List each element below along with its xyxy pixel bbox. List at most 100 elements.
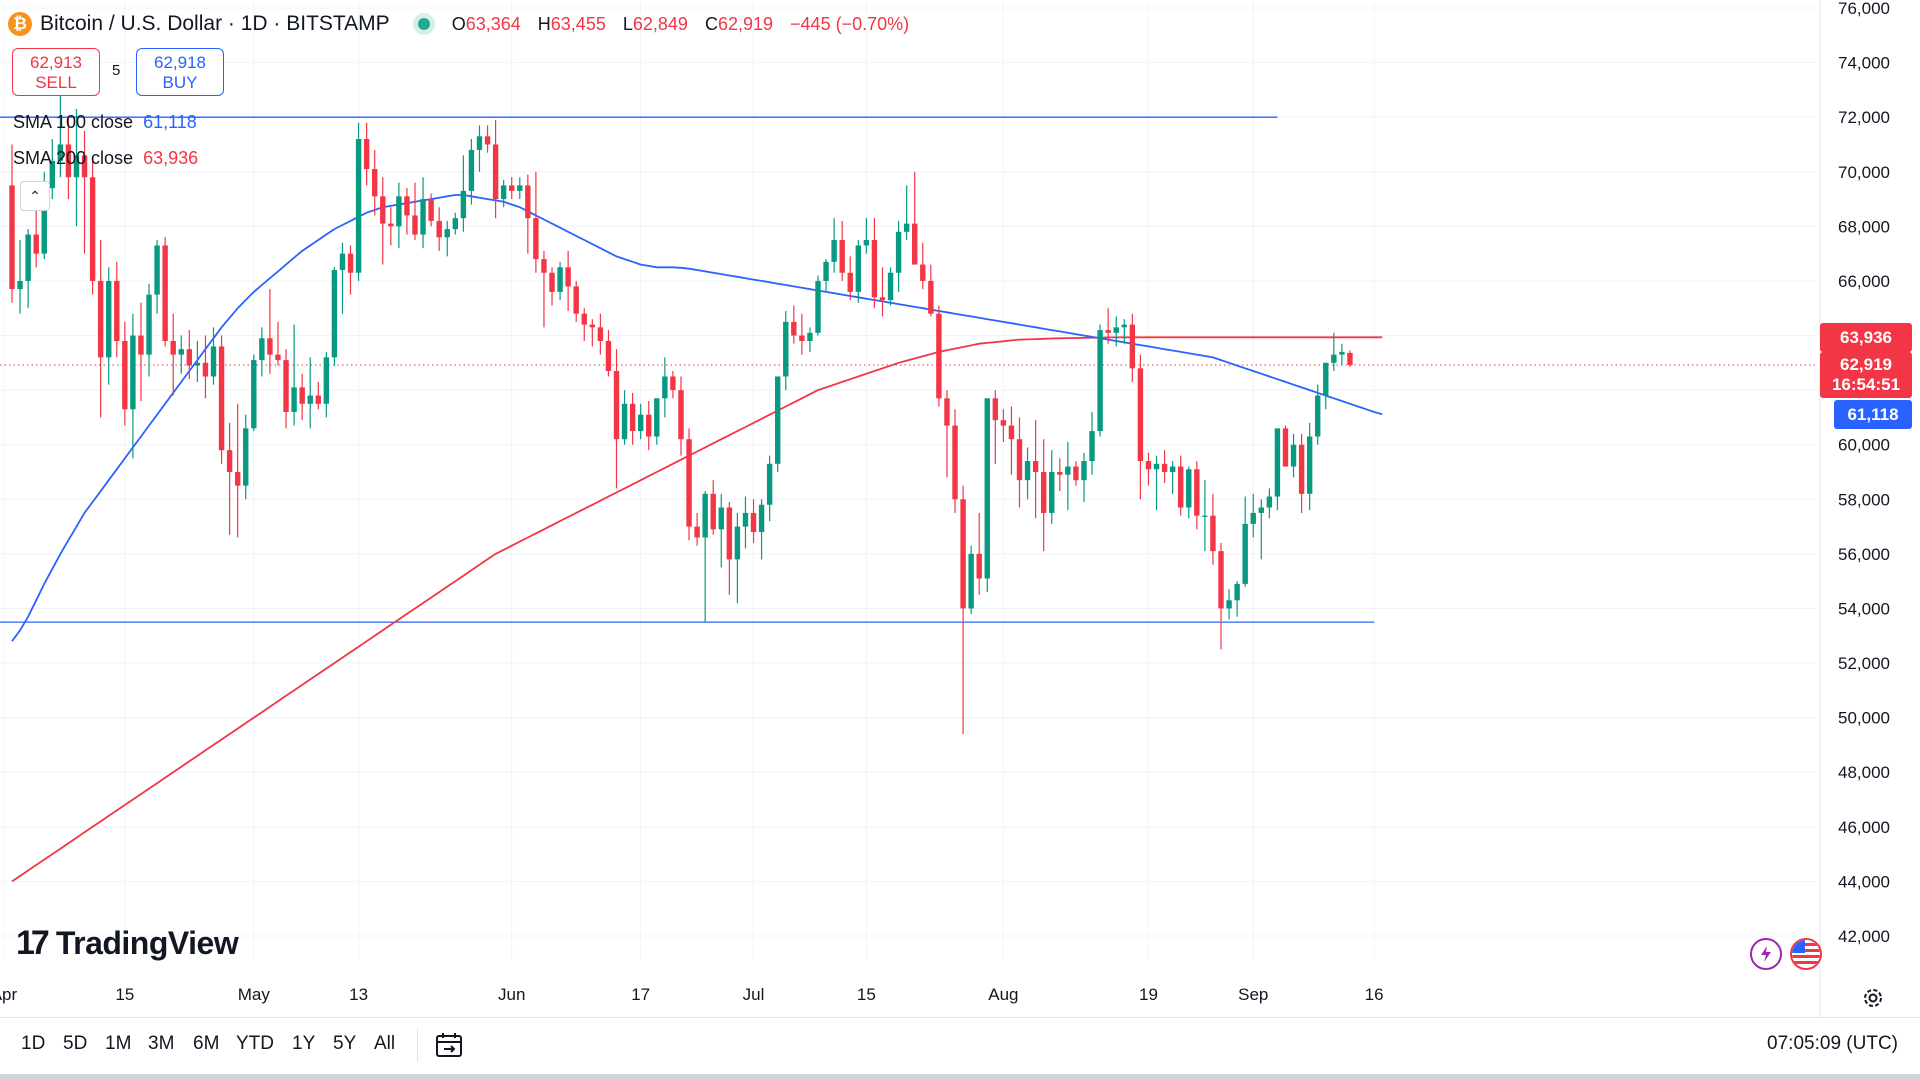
symbol-title[interactable]: Bitcoin / U.S. Dollar · 1D · BITSTAMP bbox=[40, 12, 390, 35]
candle bbox=[283, 349, 289, 429]
candle-body bbox=[637, 414, 644, 432]
candle bbox=[178, 335, 184, 374]
candle-body bbox=[1186, 469, 1192, 508]
indicator-value: 61,118 bbox=[143, 112, 197, 132]
lightning-icon-glyph bbox=[1761, 946, 1771, 962]
candle-body bbox=[291, 387, 297, 412]
candle-body bbox=[267, 338, 273, 355]
candle bbox=[1218, 542, 1224, 650]
collapse-legend-button[interactable]: ⌃ bbox=[20, 181, 50, 211]
candle bbox=[718, 493, 724, 568]
candle-body bbox=[758, 504, 765, 533]
buy-button[interactable]: 62,918 BUY bbox=[136, 48, 224, 96]
range-button-1d[interactable]: 1D bbox=[21, 1033, 46, 1054]
range-button-1m[interactable]: 1M bbox=[105, 1033, 132, 1054]
candle bbox=[637, 403, 644, 440]
us-flag-icon[interactable] bbox=[1790, 938, 1822, 970]
range-button-5d[interactable]: 5D bbox=[63, 1033, 88, 1054]
symbol-header[interactable]: ₿ Bitcoin / U.S. Dollar · 1D · BITSTAMP … bbox=[8, 10, 921, 38]
candle-body bbox=[549, 272, 555, 292]
candle bbox=[920, 242, 926, 290]
candle-body bbox=[210, 346, 217, 377]
candle bbox=[428, 193, 434, 227]
candle-body bbox=[1000, 420, 1007, 426]
high-label: H bbox=[537, 13, 551, 34]
candle bbox=[895, 220, 902, 292]
indicator-sma200[interactable]: SMA 200 close 63,936 bbox=[13, 148, 198, 169]
lightning-icon[interactable] bbox=[1750, 938, 1782, 970]
candle-body bbox=[106, 280, 112, 358]
tradingview-wordmark: TradingView bbox=[55, 925, 239, 961]
calendar-range-icon[interactable] bbox=[434, 1031, 464, 1064]
horizontal-lines[interactable] bbox=[0, 116, 1818, 623]
y-tick-label: 52,000 bbox=[1838, 654, 1890, 673]
range-button-3m[interactable]: 3M bbox=[148, 1033, 175, 1054]
range-button-6m[interactable]: 6M bbox=[193, 1033, 220, 1054]
candle bbox=[847, 256, 853, 301]
candle bbox=[484, 125, 491, 153]
candle-body bbox=[41, 188, 47, 254]
candle bbox=[339, 242, 346, 314]
candle-body bbox=[49, 160, 55, 189]
candle-body bbox=[903, 223, 910, 232]
candle-body bbox=[17, 280, 23, 290]
candle-body bbox=[1250, 512, 1256, 524]
candle-body bbox=[726, 507, 733, 560]
candle-body bbox=[1089, 431, 1095, 462]
candle-body bbox=[347, 253, 354, 273]
candle bbox=[670, 371, 676, 399]
candle-body bbox=[412, 215, 418, 235]
utc-clock[interactable]: 07:05:09 (UTC) bbox=[1767, 1033, 1898, 1054]
candle bbox=[17, 240, 23, 314]
candle-body bbox=[912, 223, 918, 265]
candle bbox=[1153, 455, 1160, 511]
candle-body bbox=[323, 357, 330, 404]
candle bbox=[1089, 411, 1095, 475]
y-tick-label: 50,000 bbox=[1838, 709, 1890, 728]
candle-body bbox=[178, 349, 184, 355]
candle-body bbox=[234, 472, 241, 486]
candle-body bbox=[629, 403, 636, 432]
candle-body bbox=[565, 267, 571, 287]
gear-icon[interactable] bbox=[1858, 983, 1888, 1013]
candle-body bbox=[1218, 551, 1224, 609]
range-button-all[interactable]: All bbox=[374, 1033, 396, 1054]
candle bbox=[589, 319, 596, 347]
candle-body bbox=[976, 553, 982, 579]
candle-body bbox=[460, 190, 467, 219]
x-tick-label: 16 bbox=[1365, 985, 1384, 1004]
candle bbox=[1194, 461, 1200, 530]
candle bbox=[565, 250, 571, 311]
candles bbox=[9, 76, 1353, 735]
range-button-ytd[interactable]: YTD bbox=[236, 1033, 274, 1054]
candle-body bbox=[541, 259, 547, 273]
indicator-sma100[interactable]: SMA 100 close 61,118 bbox=[13, 112, 197, 133]
candle-body bbox=[484, 136, 491, 145]
candle bbox=[775, 376, 781, 472]
candle-body bbox=[396, 196, 402, 227]
x-tick-label: Apr bbox=[0, 985, 17, 1004]
candle-body bbox=[1339, 351, 1345, 355]
range-button-5y[interactable]: 5Y bbox=[333, 1033, 357, 1054]
candle-body bbox=[1266, 496, 1273, 508]
sell-button[interactable]: 62,913 SELL bbox=[12, 48, 100, 96]
candle bbox=[388, 207, 394, 246]
candle-body bbox=[694, 526, 700, 538]
chart-canvas[interactable]: 42,000 44,000 46,000 48,000 50,000 52,000 54,0… bbox=[0, 0, 1920, 1017]
y-tick-label: 48,000 bbox=[1838, 763, 1890, 782]
x-tick-label: Sep bbox=[1238, 985, 1268, 1004]
candle-body bbox=[887, 272, 894, 301]
range-button-1y[interactable]: 1Y bbox=[292, 1033, 316, 1054]
candle-body bbox=[1081, 461, 1087, 481]
candle-body bbox=[154, 245, 160, 295]
candle-body bbox=[928, 280, 934, 314]
y-tick-label: 56,000 bbox=[1838, 545, 1890, 564]
candle bbox=[992, 390, 999, 464]
candle-body bbox=[702, 493, 708, 538]
candle bbox=[396, 182, 402, 249]
candle bbox=[1065, 441, 1071, 511]
candle bbox=[936, 305, 942, 407]
candle-body bbox=[275, 354, 281, 361]
candle-body bbox=[170, 340, 176, 355]
candle bbox=[799, 313, 805, 355]
